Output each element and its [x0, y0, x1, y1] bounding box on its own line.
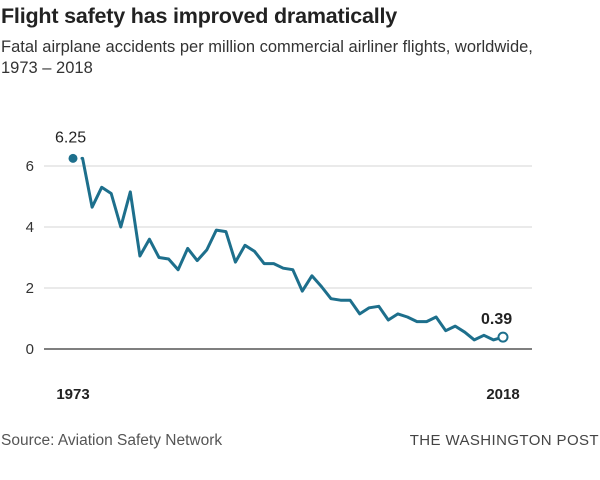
x-axis-ticks: 1973 2018: [56, 386, 519, 403]
x-tick-label: 2018: [486, 386, 519, 403]
y-tick-label: 4: [26, 219, 34, 236]
end-point-marker: [497, 331, 509, 343]
chart-title: Flight safety has improved dramatically: [1, 4, 398, 28]
y-axis-ticks: 0 2 4 6: [26, 158, 34, 358]
y-tick-label: 0: [26, 341, 34, 358]
grid-lines: [44, 165, 532, 350]
series: [80, 156, 505, 342]
series-line: [80, 156, 505, 342]
y-tick-label: 6: [26, 158, 34, 175]
start-point-marker: [68, 153, 78, 163]
end-value-label: 0.39: [481, 311, 512, 328]
annotations: 6.25 0.39: [55, 129, 512, 343]
source-note: Source: Aviation Safety Network: [1, 432, 223, 449]
y-tick-label: 2: [26, 280, 34, 297]
x-tick-label: 1973: [56, 386, 89, 403]
start-value-label: 6.25: [55, 129, 86, 146]
publisher-credit: THE WASHINGTON POST: [409, 432, 599, 449]
chart-subtitle: Fatal airplane accidents per million com…: [1, 38, 533, 77]
